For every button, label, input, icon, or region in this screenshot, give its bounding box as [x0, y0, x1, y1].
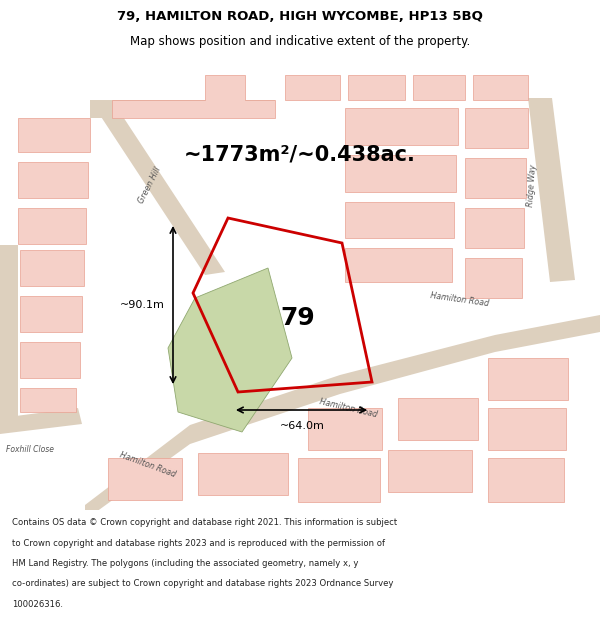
Polygon shape	[488, 358, 568, 400]
Polygon shape	[112, 75, 275, 118]
Polygon shape	[473, 75, 528, 100]
Text: 100026316.: 100026316.	[12, 600, 63, 609]
Polygon shape	[90, 100, 225, 275]
Polygon shape	[20, 250, 84, 286]
Polygon shape	[90, 100, 275, 118]
Polygon shape	[413, 75, 465, 100]
Polygon shape	[465, 158, 526, 198]
Text: ~64.0m: ~64.0m	[280, 421, 325, 431]
Polygon shape	[398, 398, 478, 440]
Polygon shape	[0, 408, 82, 434]
Polygon shape	[488, 458, 564, 502]
Text: to Crown copyright and database rights 2023 and is reproduced with the permissio: to Crown copyright and database rights 2…	[12, 539, 385, 548]
Polygon shape	[20, 342, 80, 378]
Text: 79, HAMILTON ROAD, HIGH WYCOMBE, HP13 5BQ: 79, HAMILTON ROAD, HIGH WYCOMBE, HP13 5B…	[117, 10, 483, 23]
Text: Ridge Way: Ridge Way	[526, 164, 538, 206]
Text: 79: 79	[281, 306, 316, 330]
Polygon shape	[18, 208, 86, 244]
Polygon shape	[20, 388, 76, 412]
Polygon shape	[345, 202, 454, 238]
Text: Hamilton Road: Hamilton Road	[318, 397, 378, 419]
Polygon shape	[298, 458, 380, 502]
Text: Map shows position and indicative extent of the property.: Map shows position and indicative extent…	[130, 35, 470, 48]
Polygon shape	[465, 108, 528, 148]
Text: Contains OS data © Crown copyright and database right 2021. This information is : Contains OS data © Crown copyright and d…	[12, 518, 397, 527]
Text: Green Hill: Green Hill	[137, 165, 163, 205]
Polygon shape	[488, 408, 566, 450]
Polygon shape	[285, 75, 340, 100]
Text: Hamilton Road: Hamilton Road	[430, 291, 490, 309]
Polygon shape	[20, 296, 82, 332]
Polygon shape	[85, 315, 600, 520]
Polygon shape	[108, 458, 182, 500]
Polygon shape	[345, 248, 452, 282]
Text: Hamilton Road: Hamilton Road	[119, 451, 178, 479]
Polygon shape	[308, 408, 382, 450]
Polygon shape	[18, 162, 88, 198]
Polygon shape	[198, 453, 288, 495]
Text: HM Land Registry. The polygons (including the associated geometry, namely x, y: HM Land Registry. The polygons (includin…	[12, 559, 358, 568]
Polygon shape	[528, 98, 575, 282]
Polygon shape	[18, 118, 90, 152]
Text: ~90.1m: ~90.1m	[120, 300, 165, 310]
Polygon shape	[345, 108, 458, 145]
Text: ~1773m²/~0.438ac.: ~1773m²/~0.438ac.	[184, 145, 416, 165]
Polygon shape	[388, 450, 472, 492]
Text: Foxhill Close: Foxhill Close	[6, 446, 54, 454]
Polygon shape	[345, 155, 456, 192]
Polygon shape	[348, 75, 405, 100]
Polygon shape	[168, 268, 292, 432]
Polygon shape	[0, 245, 18, 418]
Text: co-ordinates) are subject to Crown copyright and database rights 2023 Ordnance S: co-ordinates) are subject to Crown copyr…	[12, 579, 394, 589]
Polygon shape	[465, 208, 524, 248]
Polygon shape	[465, 258, 522, 298]
